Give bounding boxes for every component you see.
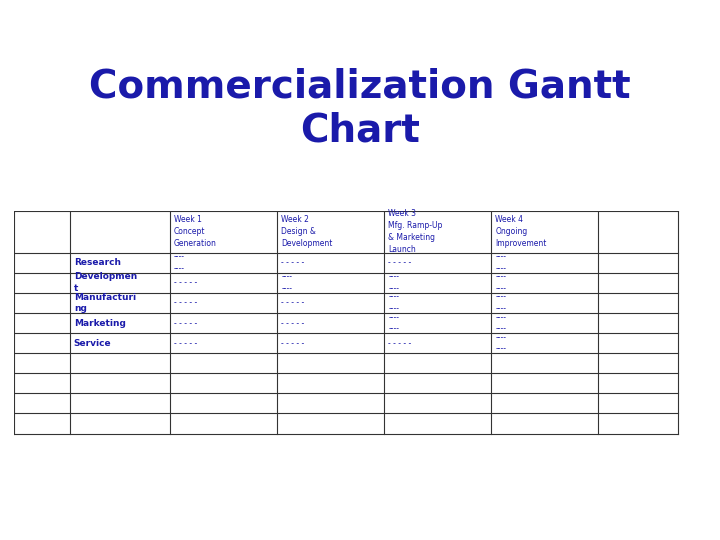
Text: ----
----: ---- ---- [495,293,506,313]
Text: ----
----: ---- ---- [282,273,292,293]
Text: ----
----: ---- ---- [495,313,506,333]
Text: Service: Service [74,339,112,348]
Text: Research: Research [74,258,121,267]
Text: - - - - -: - - - - - [174,319,197,328]
Text: Week 4
Ongoing
Improvement: Week 4 Ongoing Improvement [495,215,547,248]
Text: ----
----: ---- ---- [174,252,185,273]
Text: ----
----: ---- ---- [495,273,506,293]
Text: Marketing: Marketing [74,319,126,328]
Text: - - - - -: - - - - - [282,339,305,348]
Text: ----
----: ---- ---- [388,313,400,333]
Text: - - - - -: - - - - - [388,339,412,348]
Text: Developmen
t: Developmen t [74,273,137,293]
Text: ----
----: ---- ---- [388,273,400,293]
Text: - - - - -: - - - - - [174,339,197,348]
Text: ----
----: ---- ---- [495,252,506,273]
Text: Commercialization Gantt
Chart: Commercialization Gantt Chart [89,67,631,149]
Text: - - - - -: - - - - - [388,258,412,267]
Text: Week 1
Concept
Generation: Week 1 Concept Generation [174,215,217,248]
Text: Week 2
Design &
Development: Week 2 Design & Development [282,215,333,248]
Text: Week 3
Mfg. Ramp-Up
& Marketing
Launch: Week 3 Mfg. Ramp-Up & Marketing Launch [388,210,443,254]
Text: - - - - -: - - - - - [174,299,197,307]
Text: - - - - -: - - - - - [282,299,305,307]
Text: ----
----: ---- ---- [495,333,506,354]
Text: ----
----: ---- ---- [388,293,400,313]
Text: Manufacturi
ng: Manufacturi ng [74,293,136,313]
Text: - - - - -: - - - - - [174,278,197,287]
Text: - - - - -: - - - - - [282,319,305,328]
Text: - - - - -: - - - - - [282,258,305,267]
